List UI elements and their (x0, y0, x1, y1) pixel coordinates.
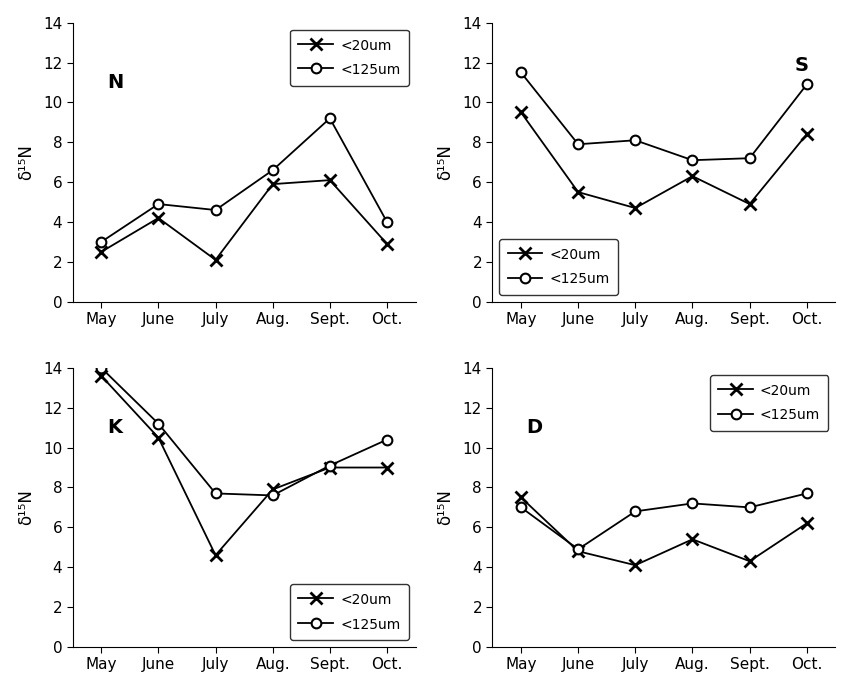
<20um (745, 200, 755, 208)
<20um (573, 547, 584, 555)
<125um (210, 206, 221, 214)
Legend: <20um, <125um: <20um, <125um (499, 239, 618, 295)
<20um (745, 557, 755, 566)
<20um (688, 535, 698, 544)
<125um (745, 503, 755, 511)
Legend: <20um, <125um: <20um, <125um (710, 375, 828, 431)
Legend: <20um, <125um: <20um, <125um (290, 584, 409, 640)
<125um (268, 491, 278, 500)
<20um (802, 520, 812, 528)
<20um (515, 493, 526, 502)
<125um (688, 156, 698, 165)
<125um (515, 503, 526, 511)
Line: <20um: <20um (95, 369, 394, 562)
Text: K: K (107, 418, 122, 437)
<20um (802, 130, 812, 138)
<20um (210, 256, 221, 264)
<20um (630, 561, 641, 569)
Line: <20um: <20um (515, 106, 813, 214)
<125um (630, 136, 641, 145)
Y-axis label: δ¹⁵N: δ¹⁵N (17, 144, 35, 180)
<125um (515, 68, 526, 76)
<20um (630, 204, 641, 212)
<125um (96, 364, 106, 372)
Legend: <20um, <125um: <20um, <125um (290, 30, 409, 85)
<20um (268, 485, 278, 493)
<20um (325, 176, 335, 184)
<125um (573, 545, 584, 553)
Line: <20um: <20um (515, 491, 813, 571)
<125um (325, 462, 335, 470)
Text: N: N (107, 73, 124, 92)
Line: <125um: <125um (516, 489, 812, 554)
<125um (745, 154, 755, 163)
Line: <125um: <125um (96, 114, 392, 247)
Line: <20um: <20um (95, 174, 394, 266)
Line: <125um: <125um (96, 363, 392, 500)
<20um (382, 464, 392, 472)
<20um (688, 172, 698, 181)
<125um (325, 114, 335, 123)
<20um (210, 551, 221, 559)
<125um (573, 140, 584, 148)
Y-axis label: δ¹⁵N: δ¹⁵N (17, 489, 35, 525)
<125um (630, 507, 641, 515)
Text: S: S (794, 56, 809, 75)
Text: D: D (527, 418, 543, 437)
Y-axis label: δ¹⁵N: δ¹⁵N (436, 489, 454, 525)
<125um (382, 218, 392, 226)
<125um (382, 435, 392, 444)
Line: <125um: <125um (516, 68, 812, 165)
<125um (802, 489, 812, 497)
<20um (268, 180, 278, 188)
<20um (153, 433, 164, 442)
<125um (210, 489, 221, 497)
<20um (573, 188, 584, 196)
<20um (515, 108, 526, 116)
<125um (268, 166, 278, 174)
<125um (802, 81, 812, 89)
<20um (325, 464, 335, 472)
<20um (382, 240, 392, 248)
Y-axis label: δ¹⁵N: δ¹⁵N (436, 144, 454, 180)
<20um (96, 248, 106, 256)
<125um (153, 420, 164, 428)
<125um (153, 200, 164, 208)
<125um (96, 238, 106, 246)
<20um (96, 371, 106, 380)
<20um (153, 214, 164, 222)
<125um (688, 500, 698, 508)
